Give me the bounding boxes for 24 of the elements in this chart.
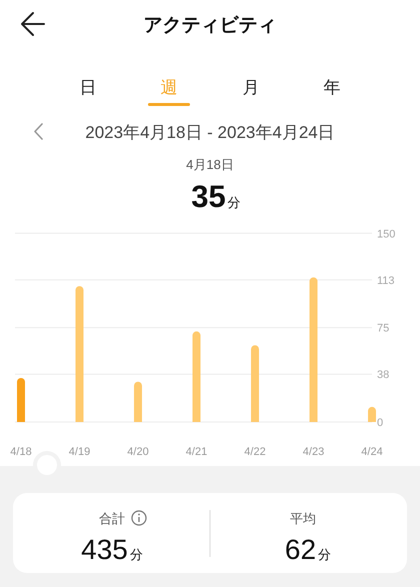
x-tick-label: 4/21 — [186, 446, 208, 458]
annotation: 4月18日 — [186, 157, 234, 172]
x-tick-label: 4/20 — [127, 446, 149, 458]
x-tick-label: 4/22 — [244, 446, 266, 458]
y-tick-label: 150 — [377, 228, 396, 240]
annotation: 平均 — [290, 511, 316, 526]
y-tick-label: 0 — [377, 417, 384, 429]
y-tick-label: 75 — [377, 322, 390, 335]
annotation: 435分 — [81, 534, 143, 565]
annotation: 月 — [242, 78, 260, 97]
x-tick-label: 4/23 — [302, 446, 324, 458]
annotation: 35分 — [191, 179, 241, 214]
annotation: 合計 — [99, 511, 125, 526]
x-tick-label: 4/24 — [361, 446, 383, 458]
y-tick-label: 113 — [377, 274, 395, 287]
title: アクティビティ — [144, 15, 276, 36]
x-tick-label: 4/19 — [68, 446, 90, 458]
annotation: 年 — [324, 78, 340, 97]
y-tick-label: 38 — [377, 369, 390, 382]
subtitle: 2023年4月18日 - 2023年4月24日 — [85, 123, 335, 142]
annotation: 62分 — [284, 534, 332, 565]
x-tick-label: 4/18 — [10, 446, 32, 458]
annotation: 週 — [160, 78, 178, 97]
annotation: 日 — [80, 78, 96, 97]
